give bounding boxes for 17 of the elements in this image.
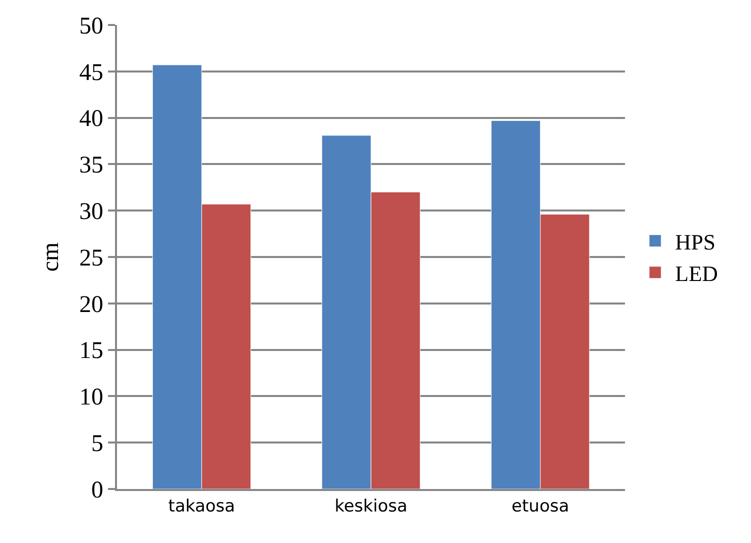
- y-tick-label: 35: [79, 152, 104, 179]
- y-tick-label: 40: [79, 106, 104, 132]
- legend-label: LED: [675, 260, 718, 286]
- x-tick-label: etuosa: [512, 496, 570, 516]
- y-tick-label: 50: [79, 13, 104, 40]
- y-tick-label: 0: [91, 477, 104, 504]
- y-tick-label: 10: [79, 384, 104, 411]
- y-tick-label: 30: [79, 199, 104, 225]
- x-tick-label: keskiosa: [334, 496, 408, 516]
- y-axis-title: cm: [38, 242, 64, 272]
- y-tick-label: 45: [79, 60, 104, 86]
- y-tick-label: 25: [79, 245, 104, 272]
- legend-label: HPS: [675, 229, 716, 254]
- y-tick-label: 15: [79, 338, 104, 364]
- y-tick-label: 20: [79, 292, 104, 318]
- x-tick-label: takaosa: [168, 496, 236, 516]
- y-tick-label: 5: [91, 431, 104, 457]
